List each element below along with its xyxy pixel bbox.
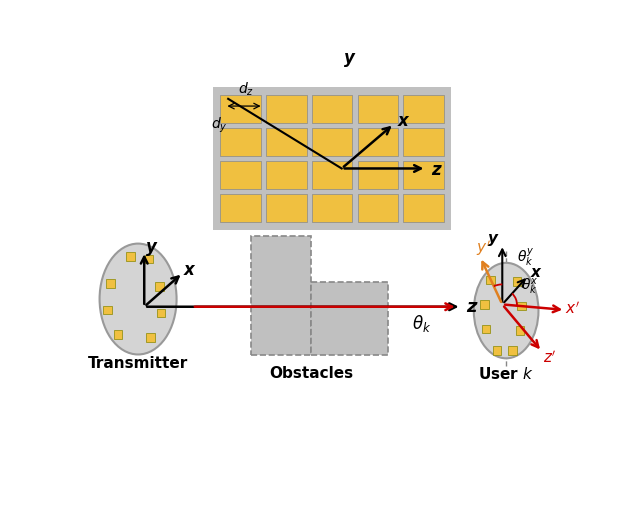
Bar bbox=[220, 128, 261, 156]
Bar bbox=[157, 309, 166, 317]
Bar bbox=[266, 95, 307, 123]
Bar bbox=[266, 128, 307, 156]
Bar bbox=[513, 277, 521, 286]
Text: y: y bbox=[488, 231, 498, 246]
Bar bbox=[312, 128, 352, 156]
Bar bbox=[517, 302, 526, 310]
Text: x: x bbox=[531, 265, 541, 280]
Bar bbox=[358, 194, 398, 222]
Text: Obstacles: Obstacles bbox=[269, 366, 353, 381]
Bar bbox=[358, 161, 398, 189]
Bar bbox=[516, 326, 524, 335]
Bar bbox=[146, 333, 154, 342]
Bar bbox=[312, 194, 352, 222]
Text: y: y bbox=[344, 49, 355, 67]
Text: Transmitter: Transmitter bbox=[88, 356, 188, 371]
Text: User $k$: User $k$ bbox=[478, 366, 534, 382]
Bar bbox=[114, 330, 122, 339]
Text: $d_z$: $d_z$ bbox=[238, 80, 254, 98]
Text: z: z bbox=[466, 298, 477, 316]
Bar bbox=[220, 95, 261, 123]
Bar bbox=[106, 279, 115, 288]
Text: $x'$: $x'$ bbox=[565, 300, 580, 317]
Bar bbox=[480, 300, 489, 309]
Bar bbox=[103, 305, 112, 314]
Bar bbox=[156, 282, 164, 291]
Bar bbox=[508, 347, 517, 355]
Bar bbox=[403, 194, 444, 222]
Bar bbox=[311, 282, 388, 355]
Bar bbox=[126, 253, 135, 261]
Bar bbox=[312, 95, 352, 123]
Text: $d_y$: $d_y$ bbox=[211, 116, 227, 135]
Bar bbox=[358, 128, 398, 156]
Bar bbox=[403, 128, 444, 156]
Text: $y'$: $y'$ bbox=[476, 238, 491, 257]
Bar bbox=[213, 87, 452, 230]
Bar bbox=[251, 236, 311, 355]
Bar bbox=[358, 95, 398, 123]
Ellipse shape bbox=[100, 244, 176, 354]
Text: $\theta_k^y$: $\theta_k^y$ bbox=[517, 246, 534, 268]
Bar bbox=[145, 255, 153, 263]
Bar bbox=[403, 161, 444, 189]
Text: z: z bbox=[431, 161, 440, 179]
Bar bbox=[266, 194, 307, 222]
Bar bbox=[493, 347, 501, 355]
Text: x: x bbox=[183, 261, 194, 279]
Bar bbox=[403, 95, 444, 123]
Bar bbox=[220, 194, 261, 222]
Bar bbox=[486, 276, 495, 284]
Bar bbox=[482, 325, 490, 333]
Text: $z'$: $z'$ bbox=[543, 349, 556, 366]
Text: y: y bbox=[147, 238, 158, 256]
Text: $\theta_k^x$: $\theta_k^x$ bbox=[521, 278, 539, 298]
Ellipse shape bbox=[474, 263, 539, 358]
Text: x: x bbox=[398, 112, 409, 130]
Bar bbox=[266, 161, 307, 189]
Bar bbox=[220, 161, 261, 189]
Text: $\theta_k$: $\theta_k$ bbox=[412, 313, 431, 334]
Bar bbox=[312, 161, 352, 189]
